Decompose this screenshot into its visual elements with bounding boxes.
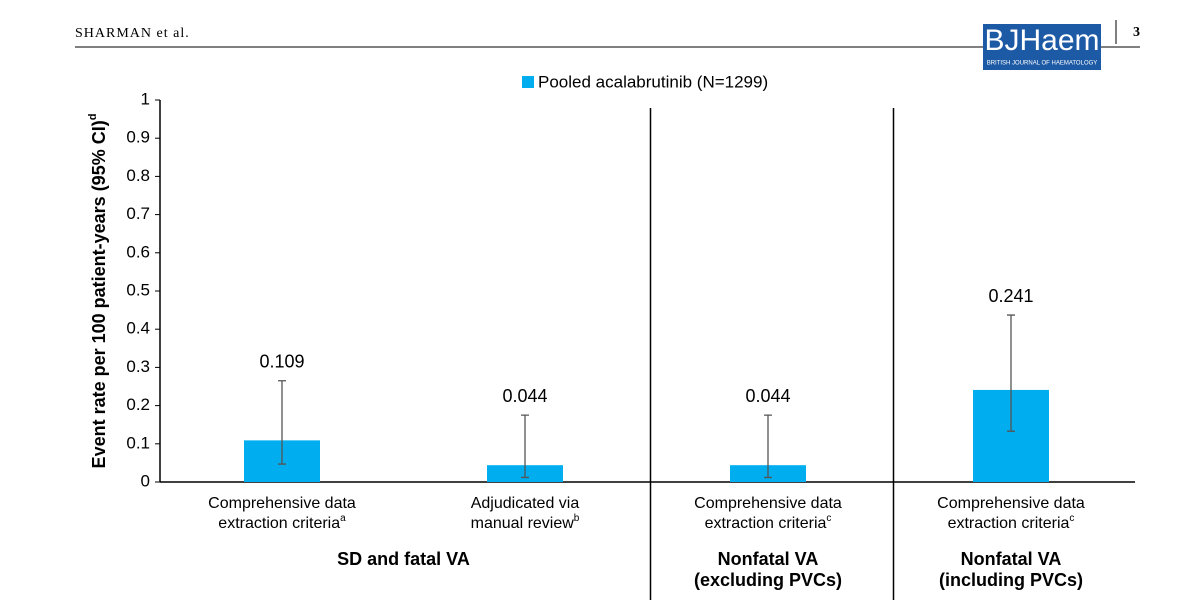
y-tick-label: 0.2 xyxy=(126,395,150,414)
error-bar xyxy=(278,380,286,465)
running-head: SHARMAN et al. xyxy=(75,26,190,41)
x-tick-label-text: extraction criteria xyxy=(705,515,827,532)
x-tick-label-text: extraction criteria xyxy=(948,515,1070,532)
logo: BJHaem xyxy=(984,24,1099,57)
legend-label: Pooled acalabrutinib (N=1299) xyxy=(538,72,768,91)
y-tick-label: 0.1 xyxy=(126,433,150,452)
x-tick-label-text: Adjudicated via xyxy=(471,495,580,512)
value-label: 0.044 xyxy=(745,386,790,406)
x-tick-label-text: manual review xyxy=(471,515,575,532)
value-label: 0.241 xyxy=(988,286,1033,306)
x-tick-label-text: Comprehensive data xyxy=(694,495,842,512)
y-tick-label: 0.7 xyxy=(126,204,150,223)
y-axis-label-text: Event rate per 100 patient-years (95% CI… xyxy=(89,120,109,468)
x-tick-label: manual reviewb xyxy=(471,513,580,533)
x-tick-label: extraction criteriaa xyxy=(218,513,346,533)
y-tick-label: 0.5 xyxy=(126,280,150,299)
y-tick-label: 1 xyxy=(141,89,150,108)
group-label: (excluding PVCs) xyxy=(694,570,842,590)
x-tick-label-note: c xyxy=(1069,513,1074,524)
error-bar xyxy=(764,414,772,479)
x-tick-label: Comprehensive data xyxy=(937,495,1085,512)
x-tick-label: extraction criteriac xyxy=(705,513,832,533)
y-tick-label: 0.4 xyxy=(126,319,150,338)
y-tick-label: 0.6 xyxy=(126,242,150,261)
value-label: 0.044 xyxy=(502,386,547,406)
group-label: Nonfatal VA xyxy=(961,549,1062,569)
error-bar xyxy=(1007,314,1015,432)
y-axis-label-note: d xyxy=(87,114,99,121)
y-axis-label: Event rate per 100 patient-years (95% CI… xyxy=(87,114,109,469)
x-tick-label: Comprehensive data xyxy=(694,495,842,512)
x-tick-label: Adjudicated via xyxy=(471,495,580,512)
y-tick-label: 0 xyxy=(141,471,150,490)
x-tick-label-note: b xyxy=(574,513,580,524)
y-tick-label: 0.3 xyxy=(126,357,150,376)
x-tick-label: Comprehensive data xyxy=(208,495,356,512)
y-tick-label: 0.9 xyxy=(126,128,150,147)
value-label: 0.109 xyxy=(259,352,304,372)
group-label: Nonfatal VA xyxy=(718,549,819,569)
group-label: (including PVCs) xyxy=(939,570,1083,590)
x-tick-label-text: extraction criteria xyxy=(218,515,340,532)
logo-subtitle: BRITISH JOURNAL OF HAEMATOLOGY xyxy=(987,61,1098,67)
page-number: 3 xyxy=(1133,25,1140,40)
group-label: SD and fatal VA xyxy=(337,549,470,569)
x-tick-label: extraction criteriac xyxy=(948,513,1075,533)
x-tick-label-text: Comprehensive data xyxy=(937,495,1085,512)
x-tick-label-text: Comprehensive data xyxy=(208,495,356,512)
error-bar xyxy=(521,414,529,479)
x-tick-label-note: a xyxy=(340,513,346,524)
y-tick-label: 0.8 xyxy=(126,166,150,185)
x-tick-label-note: c xyxy=(826,513,831,524)
legend-swatch xyxy=(522,76,534,88)
logo-box xyxy=(983,24,1101,70)
